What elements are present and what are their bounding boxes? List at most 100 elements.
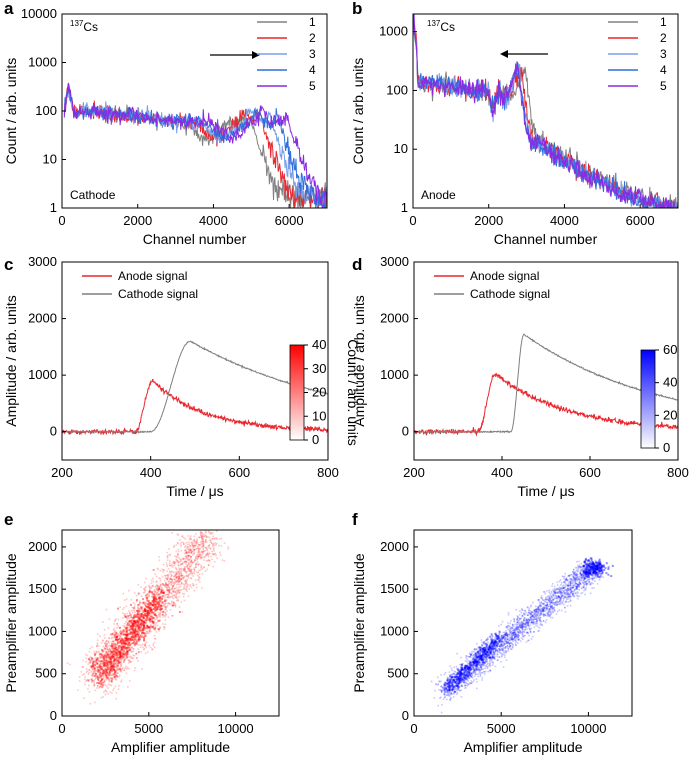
scatter-point — [119, 635, 122, 638]
scatter-point — [137, 639, 140, 641]
scatter-point-dense — [151, 621, 154, 624]
scatter-point — [93, 652, 95, 655]
scatter-point — [145, 621, 147, 623]
scatter-point — [565, 578, 567, 580]
scatter-point — [173, 575, 176, 578]
scatter-point — [169, 592, 171, 594]
scatter-point — [195, 555, 197, 558]
scatter-point — [123, 614, 126, 616]
scatter-point — [109, 658, 112, 661]
scatter-point — [531, 611, 533, 614]
scatter-point-dense — [146, 613, 149, 616]
scatter-point — [119, 635, 121, 638]
scatter-point — [186, 586, 189, 588]
scatter-point — [140, 622, 142, 625]
scatter-point — [542, 619, 545, 622]
scatter-point — [575, 583, 577, 585]
scatter-point — [96, 663, 98, 665]
scatter-point — [90, 678, 93, 681]
scatter-point — [160, 588, 162, 591]
scatter-point — [113, 668, 116, 671]
scatter-point — [101, 686, 103, 689]
scatter-point-dense — [103, 661, 106, 664]
scatter-point — [89, 647, 91, 650]
scatter-point — [477, 661, 479, 664]
scatter-point — [565, 592, 568, 595]
scatter-point — [196, 561, 199, 563]
scatter-point — [194, 544, 197, 547]
scatter-point — [564, 579, 567, 581]
scatter-point — [578, 584, 580, 587]
scatter-point — [112, 656, 115, 659]
scatter-point — [94, 663, 97, 665]
scatter-point — [476, 664, 478, 666]
scatter-point-dense — [136, 620, 139, 622]
scatter-point — [101, 679, 103, 681]
scatter-point — [489, 656, 491, 659]
scatter-point — [126, 619, 128, 621]
scatter-point — [193, 545, 196, 547]
scatter-point — [160, 610, 162, 613]
scatter-point — [582, 575, 584, 577]
scatter-point — [519, 618, 522, 620]
scatter-point-dense — [139, 634, 142, 637]
scatter-point — [560, 587, 562, 589]
scatter-point — [119, 645, 122, 647]
scatter-point-dense — [138, 617, 141, 620]
scatter-point — [182, 543, 185, 545]
scatter-point — [95, 661, 98, 663]
scatter-point — [164, 598, 166, 601]
scatter-point — [486, 649, 488, 652]
scatter-point — [161, 568, 163, 571]
scatter-point-dense — [153, 598, 156, 601]
scatter-point — [180, 578, 183, 580]
scatter-point — [188, 567, 190, 570]
scatter-point — [151, 596, 153, 598]
scatter-point — [190, 552, 193, 554]
scatter-point — [143, 637, 145, 639]
scatter-point — [460, 666, 463, 669]
scatter-point — [98, 682, 100, 684]
scatter-point — [189, 572, 192, 575]
scatter-point — [516, 621, 519, 623]
scatter-point — [489, 652, 492, 654]
scatter-point — [96, 678, 99, 680]
scatter-point — [174, 591, 177, 593]
scatter-point — [557, 588, 560, 590]
scatter-point — [90, 678, 93, 680]
scatter-point — [120, 664, 122, 666]
scatter-point — [573, 584, 575, 586]
scatter-point — [585, 571, 587, 574]
scatter-point-dense — [118, 651, 121, 653]
scatter-point — [185, 588, 188, 591]
scatter-point — [460, 666, 463, 669]
scatter-point — [156, 592, 158, 594]
scatter-point — [551, 609, 554, 612]
scatter-point — [170, 570, 173, 572]
scatter-point — [191, 562, 193, 564]
scatter-point — [107, 650, 110, 653]
scatter-point-dense — [87, 658, 90, 660]
scatter-point — [128, 624, 130, 627]
scatter-point — [448, 681, 451, 683]
scatter-point — [168, 586, 171, 588]
scatter-point-dense — [93, 674, 96, 677]
scatter-point — [541, 602, 543, 604]
scatter-point — [574, 580, 576, 583]
scatter-point — [97, 659, 100, 662]
scatter-point — [503, 636, 506, 639]
scatter-point — [122, 644, 124, 647]
scatter-point — [114, 662, 117, 664]
scatter-point — [165, 582, 167, 584]
scatter-point — [202, 543, 204, 545]
scatter-point — [98, 681, 100, 684]
scatter-point — [145, 595, 148, 597]
scatter-point-dense — [125, 654, 128, 657]
scatter-point — [166, 605, 168, 608]
scatter-point-dense — [94, 653, 96, 656]
scatter-point — [466, 665, 469, 667]
scatter-point — [578, 565, 580, 568]
scatter-point — [512, 632, 514, 635]
scatter-point — [113, 655, 116, 658]
scatter-point-dense — [121, 638, 123, 641]
